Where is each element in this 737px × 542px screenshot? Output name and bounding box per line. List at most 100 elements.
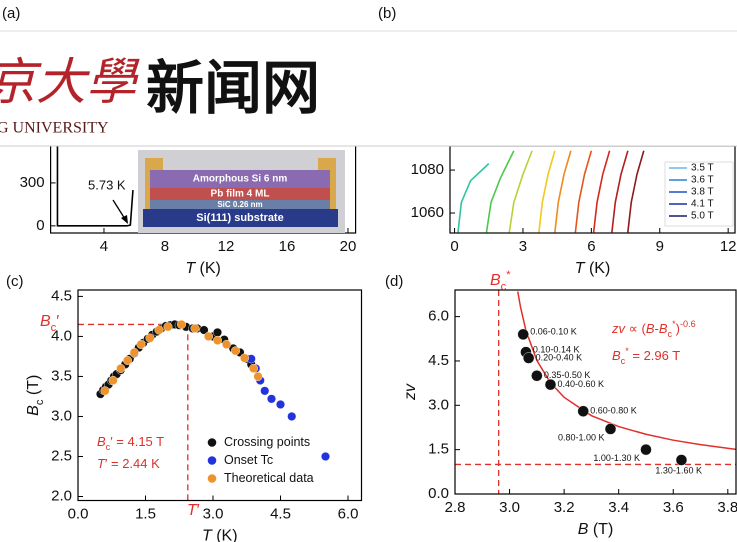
y-tick-label: 1080 <box>411 161 444 178</box>
data-point <box>146 334 155 343</box>
data-point <box>240 354 249 363</box>
data-line <box>539 151 555 233</box>
x-tick-label: 3.4 <box>608 499 629 516</box>
x-tick-label: 3.0 <box>499 499 520 516</box>
text-part: (T) <box>25 375 42 400</box>
text-part: B <box>25 405 42 416</box>
text-part: = 2.96 T <box>629 348 680 363</box>
school-english: G UNIVERSITY <box>0 120 109 137</box>
axis-mark: T′ <box>187 502 200 519</box>
text-part: ′ <box>56 313 59 330</box>
point-label: 0.20-0.40 K <box>536 352 583 362</box>
data-point <box>676 455 687 466</box>
text-part: ′ <box>197 502 200 519</box>
data-line <box>612 151 628 233</box>
legend-label: 4.1 T <box>691 199 714 210</box>
panel-label: (d) <box>385 273 403 290</box>
text-part: ∝ ( <box>625 321 647 336</box>
x-tick-label: 4 <box>100 238 108 255</box>
data-point <box>523 353 534 364</box>
y-tick-label: 3.0 <box>428 396 449 413</box>
x-axis-label: B (T) <box>578 521 614 538</box>
x-tick-label: 12 <box>218 238 235 255</box>
layer-label: Si(111) substrate <box>196 212 283 224</box>
data-point <box>276 400 285 409</box>
data-line <box>458 164 489 233</box>
y-axis-label: zv <box>402 383 419 401</box>
data-point <box>116 364 125 373</box>
legend-label: 3.5 T <box>691 163 714 174</box>
data-point <box>222 340 231 349</box>
data-point <box>518 329 529 340</box>
figure: (a) (b) (c) (d) 481216200300T (K)0369121… <box>0 0 737 542</box>
y-tick-label: 4.5 <box>51 287 72 304</box>
data-point <box>177 320 186 329</box>
data-line <box>555 151 571 233</box>
data-point <box>101 387 110 396</box>
y-tick-label: 2.0 <box>51 487 72 504</box>
y-tick-label: 2.5 <box>51 447 72 464</box>
data-point <box>231 347 240 356</box>
arrow-head <box>121 215 128 224</box>
annotation: Bc′ = 4.15 T <box>97 434 164 452</box>
x-tick-label: 3.0 <box>203 505 224 522</box>
data-point <box>287 412 296 421</box>
data-line <box>575 151 591 233</box>
text-part: B <box>659 321 668 336</box>
point-label: 0.80-1.00 K <box>558 432 605 442</box>
x-tick-label: 3 <box>519 238 527 255</box>
annotation: zv ∝ (B-Bc*)-0.6 <box>611 319 696 339</box>
legend-marker <box>208 474 217 483</box>
data-point <box>164 323 173 332</box>
layer-label: Amorphous Si 6 nm <box>193 174 288 185</box>
text-part: B <box>646 321 655 336</box>
data-point <box>155 326 164 335</box>
text-part: ′ = 2.44 K <box>105 456 160 471</box>
text-part: (T) <box>588 521 613 538</box>
legend-marker <box>208 438 217 447</box>
annotation: T′ = 2.44 K <box>97 456 160 471</box>
data-point <box>605 423 616 434</box>
layer-label: SiC 0.26 nm <box>217 200 262 209</box>
y-tick-label: 0 <box>36 217 44 234</box>
data-point <box>213 328 222 337</box>
point-label: 0.40-0.60 K <box>557 379 604 389</box>
text-part: B <box>612 348 621 363</box>
point-label: 1.30-1.60 K <box>655 465 702 475</box>
data-point <box>249 364 258 373</box>
legend-label: 3.6 T <box>691 175 714 186</box>
data-point <box>267 395 276 404</box>
y-tick-label: 3.0 <box>51 407 72 424</box>
data-line <box>594 151 610 233</box>
arrow <box>113 200 125 219</box>
data-point <box>254 372 263 381</box>
data-point <box>531 370 542 381</box>
data-point <box>578 406 589 417</box>
text-part: B <box>578 521 589 538</box>
data-point <box>191 324 200 333</box>
y-axis-label: Bc (T) <box>25 375 46 416</box>
y-tick-label: 300 <box>20 174 45 191</box>
x-tick-label: 3.6 <box>663 499 684 516</box>
data-line <box>509 151 532 233</box>
legend-label: Theoretical data <box>224 471 314 485</box>
text-part: ′ = 4.15 T <box>110 434 164 449</box>
data-point <box>260 387 269 396</box>
legend-label: 5.0 T <box>691 211 714 222</box>
text-part: (K) <box>195 260 221 277</box>
data-point <box>109 376 118 385</box>
legend-label: Crossing points <box>224 435 310 449</box>
legend-label: Onset Tc <box>224 453 273 467</box>
text-part: c <box>668 329 673 339</box>
x-tick-label: 4.5 <box>270 505 291 522</box>
data-point <box>213 336 222 345</box>
x-axis-label: T (K) <box>202 528 238 542</box>
text-part: -0.6 <box>680 319 696 329</box>
point-label: 0.06-0.10 K <box>530 327 577 337</box>
x-axis-label: T (K) <box>185 260 221 277</box>
x-tick-label: 6.0 <box>338 505 359 522</box>
x-tick-label: 9 <box>656 238 664 255</box>
axis-mark: Bc* <box>490 269 511 293</box>
x-tick-label: 3.8 <box>717 499 737 516</box>
panel-label: (a) <box>2 5 20 22</box>
